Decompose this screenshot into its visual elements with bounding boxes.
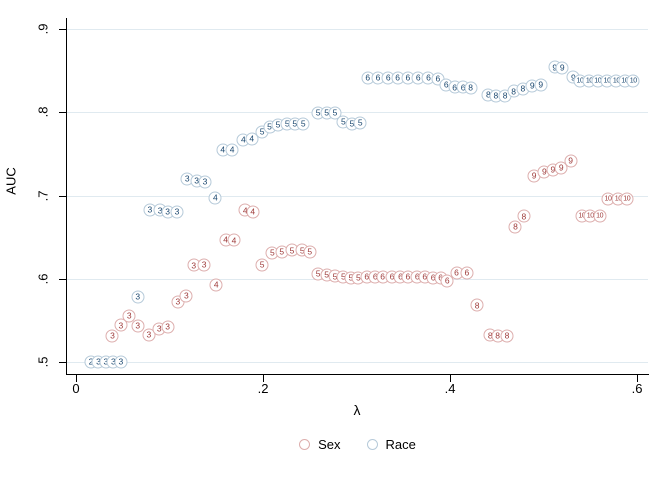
gridline-y-.9 [66, 29, 648, 30]
sex-marker-icon [299, 439, 311, 450]
y-tick-.6 [59, 278, 66, 280]
marker-race: 9 [534, 78, 548, 92]
x-axis-line [66, 374, 649, 375]
marker-sex: 6 [460, 266, 474, 280]
legend-item-race: Race [366, 437, 416, 452]
y-tick-.5 [59, 362, 66, 363]
marker-race: 9 [555, 61, 569, 75]
y-tick-label-.7: .7 [35, 190, 51, 201]
marker-sex: 3 [122, 309, 136, 323]
marker-race: 4 [208, 191, 222, 205]
marker-sex: 9 [554, 161, 568, 175]
marker-sex: 6 [440, 274, 454, 288]
marker-race: 3 [170, 205, 184, 219]
marker-sex: 3 [179, 289, 193, 303]
x-tick-0 [76, 375, 77, 382]
marker-sex: 8 [500, 329, 514, 343]
marker-sex: 5 [255, 258, 269, 272]
x-tick-label-0: 0 [72, 381, 80, 396]
marker-race: 5 [353, 116, 367, 130]
y-tick-label-.5: .5 [35, 356, 51, 368]
marker-sex: 10 [593, 209, 607, 223]
marker-sex: 10 [601, 192, 615, 206]
marker-sex: 4 [209, 278, 223, 292]
x-tick-label-.6: .6 [631, 381, 643, 396]
legend-item-sex: Sex [299, 437, 341, 452]
marker-sex: 8 [517, 209, 531, 223]
marker-sex: 3 [161, 320, 175, 334]
marker-race: 3 [131, 290, 145, 304]
y-axis-line [66, 18, 67, 375]
gridline-y-.5 [66, 362, 648, 363]
x-tick-.6 [637, 375, 638, 382]
y-tick-.7 [59, 195, 66, 197]
marker-sex: 8 [508, 220, 522, 234]
y-tick-.8 [59, 112, 66, 114]
marker-sex: 4 [246, 205, 260, 219]
marker-race: 4 [245, 132, 259, 146]
y-axis-title: AUC [3, 167, 19, 195]
legend-label-sex: Sex [318, 437, 341, 452]
legend: Sex Race [66, 437, 649, 452]
marker-race: 3 [198, 175, 212, 189]
marker-sex: 4 [227, 233, 241, 247]
legend-label-race: Race [385, 437, 416, 452]
x-tick-label-.2: .2 [257, 381, 269, 396]
marker-race: 6 [411, 71, 425, 85]
marker-race: 4 [225, 143, 239, 157]
race-marker-icon [366, 439, 378, 450]
gridline-y-.8 [66, 112, 648, 114]
x-tick-label-.4: .4 [444, 381, 456, 396]
x-tick-.2 [263, 375, 264, 382]
marker-sex: 3 [142, 328, 156, 342]
marker-race: 10 [626, 74, 640, 88]
marker-race: 8 [464, 81, 478, 95]
marker-race: 3 [114, 355, 128, 369]
marker-sex: 3 [197, 258, 211, 272]
marker-race: 5 [296, 117, 310, 131]
y-tick-label-.8: .8 [35, 106, 51, 118]
marker-sex: 3 [131, 319, 145, 333]
y-tick-label-.6: .6 [35, 273, 51, 285]
marker-sex: 5 [303, 245, 317, 259]
x-tick-.4 [450, 375, 451, 382]
y-tick-label-.9: .9 [35, 23, 51, 35]
marker-sex: 3 [114, 318, 128, 332]
gridline-y-.7 [66, 195, 648, 197]
marker-sex: 9 [564, 154, 578, 168]
marker-sex: 10 [620, 192, 634, 206]
marker-sex: 3 [105, 329, 119, 343]
x-axis-title: λ [353, 402, 361, 418]
y-tick-.9 [59, 29, 66, 30]
marker-race: 6 [371, 71, 385, 85]
marker-sex: 8 [470, 298, 484, 312]
